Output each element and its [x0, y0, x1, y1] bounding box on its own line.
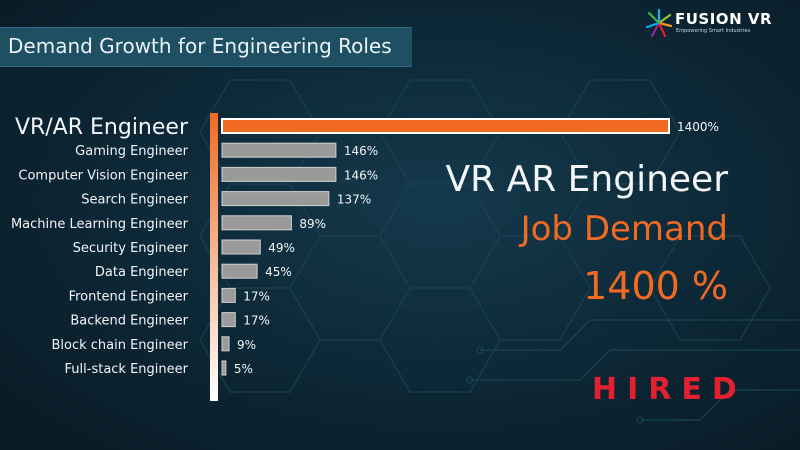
headline-role: VR AR Engineer — [445, 159, 729, 200]
value-label: 9% — [237, 338, 256, 352]
brand-logo: FUSION VR Empowering Smart Industries — [645, 8, 795, 40]
category-label: Full-stack Engineer — [65, 362, 189, 377]
category-label: VR/AR Engineer — [15, 115, 189, 140]
category-label: Gaming Engineer — [75, 144, 188, 159]
value-label: 146% — [344, 168, 378, 182]
bar — [221, 263, 258, 279]
value-label: 17% — [243, 314, 270, 328]
category-label: Block chain Engineer — [51, 338, 188, 353]
bar — [221, 191, 330, 207]
category-label: Data Engineer — [95, 265, 189, 280]
headline-metric: Job Demand — [520, 209, 728, 249]
headline-value: 1400 % — [583, 264, 728, 308]
value-label: 146% — [344, 144, 378, 158]
bar — [221, 239, 261, 255]
title-banner: Demand Growth for Engineering Roles — [0, 27, 412, 67]
bar — [221, 118, 670, 134]
chart-title: Demand Growth for Engineering Roles — [8, 34, 392, 58]
value-label: 89% — [299, 217, 326, 231]
hired-brand: HIRED — [592, 372, 747, 407]
value-label: 17% — [243, 289, 270, 303]
value-label: 5% — [234, 362, 253, 376]
bar — [221, 142, 337, 158]
category-label: Security Engineer — [73, 241, 189, 256]
category-label: Machine Learning Engineer — [11, 217, 189, 232]
bar — [221, 336, 230, 352]
value-label: 45% — [265, 265, 292, 279]
logo-tagline: Empowering Smart Industries — [676, 28, 751, 34]
chart-axis-bar — [210, 113, 218, 401]
logo-name: FUSION VR — [675, 10, 772, 28]
bar — [221, 360, 227, 376]
value-label: 1400% — [677, 120, 719, 134]
starburst-icon — [645, 8, 673, 38]
bar — [221, 312, 236, 328]
value-label: 137% — [337, 193, 371, 207]
value-label: 49% — [268, 241, 295, 255]
category-label: Frontend Engineer — [69, 289, 189, 304]
bar — [221, 287, 236, 303]
bar — [221, 166, 337, 182]
category-label: Computer Vision Engineer — [18, 168, 188, 183]
category-label: Backend Engineer — [70, 314, 188, 329]
bar — [221, 215, 292, 231]
category-label: Search Engineer — [81, 193, 188, 208]
